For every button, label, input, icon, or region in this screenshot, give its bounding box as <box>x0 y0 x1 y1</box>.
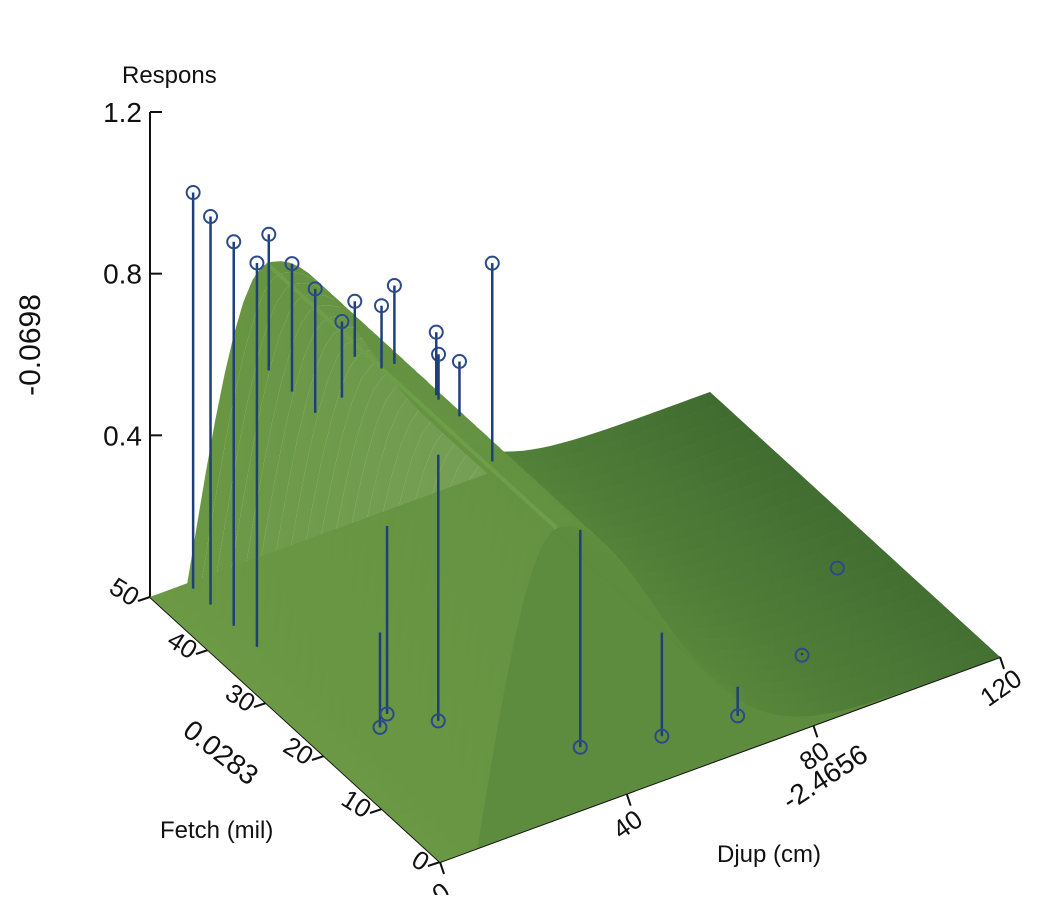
observation-point <box>572 739 588 755</box>
observation-point <box>431 346 447 362</box>
observation-point <box>654 728 670 744</box>
z-axis-title: Respons <box>122 62 217 89</box>
surface-strip <box>162 272 735 620</box>
observation-point <box>374 298 390 314</box>
surface-strip <box>246 349 819 697</box>
observation-point <box>185 185 201 201</box>
surface-strip <box>343 437 916 785</box>
fetch-tick <box>253 702 267 708</box>
surface-strip <box>415 504 988 851</box>
depth-tick <box>625 793 632 806</box>
fetch-tick <box>427 861 441 867</box>
surface-strip <box>150 261 723 608</box>
observation-point <box>484 255 500 271</box>
fetch-tick <box>369 808 383 814</box>
depth-axis-title: Djup (cm) <box>717 841 821 868</box>
observation-point <box>334 314 350 330</box>
z-tick-label: 0.8 <box>103 259 142 290</box>
observation-point <box>261 226 277 242</box>
surface-strip <box>379 470 952 818</box>
observation-point <box>829 560 845 576</box>
fetch-tick-label: 0 <box>407 844 435 877</box>
surface-strip <box>319 415 892 763</box>
z-tick-label: 0.4 <box>103 420 142 451</box>
surface-strip <box>234 338 807 686</box>
surface-strip <box>198 305 771 653</box>
surface-strip <box>270 371 843 719</box>
surface-layer <box>150 261 1000 862</box>
surface-strip <box>355 448 928 796</box>
z-tick-label: 1.2 <box>103 97 142 128</box>
surface-strip <box>331 426 904 774</box>
observation-point <box>794 647 810 663</box>
depth-tick <box>999 656 1005 670</box>
observation-point <box>226 234 242 250</box>
fetch-axis-title: Fetch (mil) <box>160 817 273 844</box>
surface-strip <box>186 294 759 642</box>
observation-point <box>347 293 363 309</box>
surface-strip <box>174 283 747 631</box>
observation-point <box>430 713 446 729</box>
observation-point <box>379 706 395 722</box>
observation-point <box>249 255 265 271</box>
z-side-label: -0.0698 <box>14 294 47 396</box>
observation-point <box>284 256 300 272</box>
surface-strip <box>427 515 1000 862</box>
depth-tick-label: 0 <box>426 876 455 895</box>
surface-strip <box>210 316 783 664</box>
observation-point <box>307 281 323 297</box>
surface-strip <box>258 360 831 708</box>
observation-point <box>730 708 746 724</box>
surface-strip <box>222 327 795 675</box>
fetch-side-label: 0.0283 <box>178 714 265 791</box>
surface-strip <box>307 404 880 752</box>
depth-tick <box>812 725 819 738</box>
depth-tick-label: 40 <box>607 804 648 845</box>
surface-strip <box>367 459 940 807</box>
observation-point <box>372 719 388 735</box>
observation-point <box>451 353 467 369</box>
observation-point <box>203 209 219 225</box>
surface-strip <box>282 382 855 730</box>
fetch-tick <box>311 755 325 761</box>
fetch-tick <box>137 596 151 602</box>
depth-tick-label: 120 <box>974 663 1027 712</box>
surface-strip <box>403 493 976 840</box>
surface-strip <box>391 481 964 829</box>
fetch-tick <box>195 649 209 655</box>
observation-stems <box>185 185 845 755</box>
surface-strip <box>295 393 868 741</box>
fetch-tick-label: 50 <box>104 571 144 612</box>
depth-tick <box>439 861 445 875</box>
observation-point <box>386 277 402 293</box>
observation-point <box>428 324 444 340</box>
